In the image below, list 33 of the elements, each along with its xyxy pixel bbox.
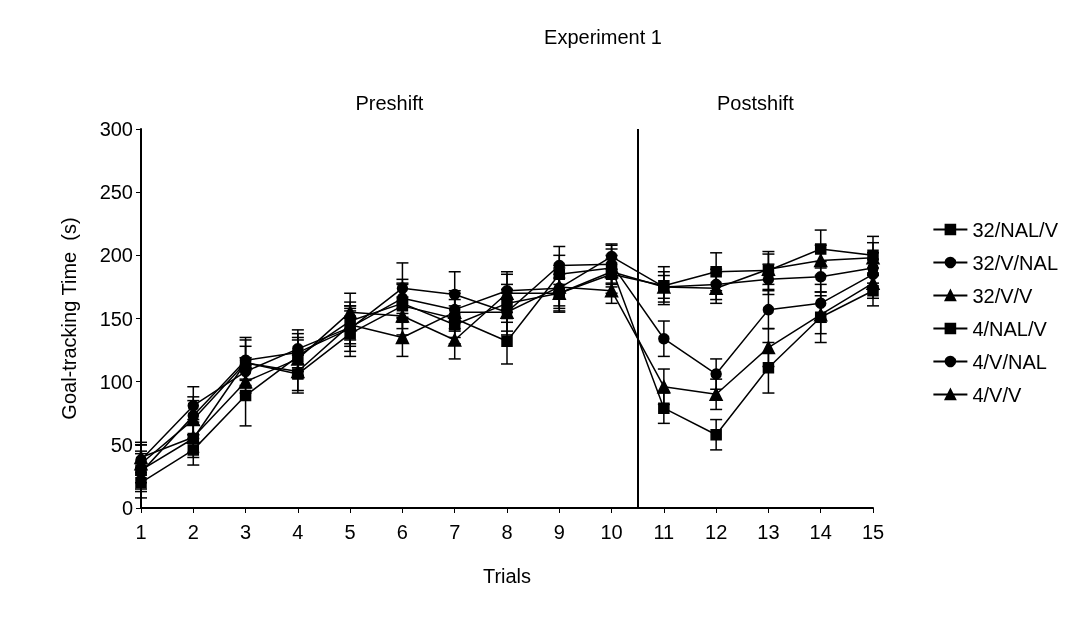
y-axis-title: Goal-tracking Time (s) bbox=[58, 217, 80, 420]
text: Postshift bbox=[717, 92, 795, 114]
y-tick-label: 100 bbox=[99, 370, 133, 393]
x-tick-label: 4 bbox=[292, 521, 304, 543]
x-tick-label: 12 bbox=[705, 521, 728, 543]
y-tick-label: 200 bbox=[99, 244, 133, 267]
x-tick-label: 2 bbox=[187, 521, 199, 543]
x-tick-label: 8 bbox=[501, 521, 513, 543]
x-tick-label: 13 bbox=[757, 521, 780, 543]
y-tick-label: 0 bbox=[121, 497, 133, 519]
y-tick-label: 50 bbox=[110, 433, 133, 456]
legend-label: 32/NAL/V bbox=[972, 218, 1059, 241]
text: Preshift bbox=[355, 92, 424, 114]
legend-label: 4/V/V bbox=[972, 383, 1022, 406]
x-tick-label: 5 bbox=[344, 521, 356, 543]
y-tick-label: 300 bbox=[99, 118, 133, 140]
legend-label: 32/V/NAL bbox=[972, 251, 1058, 274]
legend-label: 4/V/NAL bbox=[972, 350, 1047, 373]
legend-label: 4/NAL/V bbox=[972, 317, 1048, 340]
x-tick-label: 3 bbox=[240, 521, 252, 543]
x-tick-label: 14 bbox=[809, 521, 832, 543]
x-tick-label: 15 bbox=[861, 521, 885, 543]
x-tick-label: 7 bbox=[449, 521, 461, 543]
x-tick-label: 9 bbox=[553, 521, 565, 543]
x-tick-label: 1 bbox=[135, 521, 147, 543]
y-tick-label: 150 bbox=[99, 307, 133, 330]
x-axis-title: Trials bbox=[482, 565, 532, 587]
chart-title: Experiment 1 bbox=[544, 26, 662, 48]
x-tick-label: 6 bbox=[396, 521, 408, 543]
y-tick-label: 250 bbox=[99, 181, 133, 204]
x-tick-label: 11 bbox=[653, 521, 675, 543]
x-tick-label: 10 bbox=[600, 521, 623, 543]
legend-label: 32/V/V bbox=[972, 284, 1034, 307]
